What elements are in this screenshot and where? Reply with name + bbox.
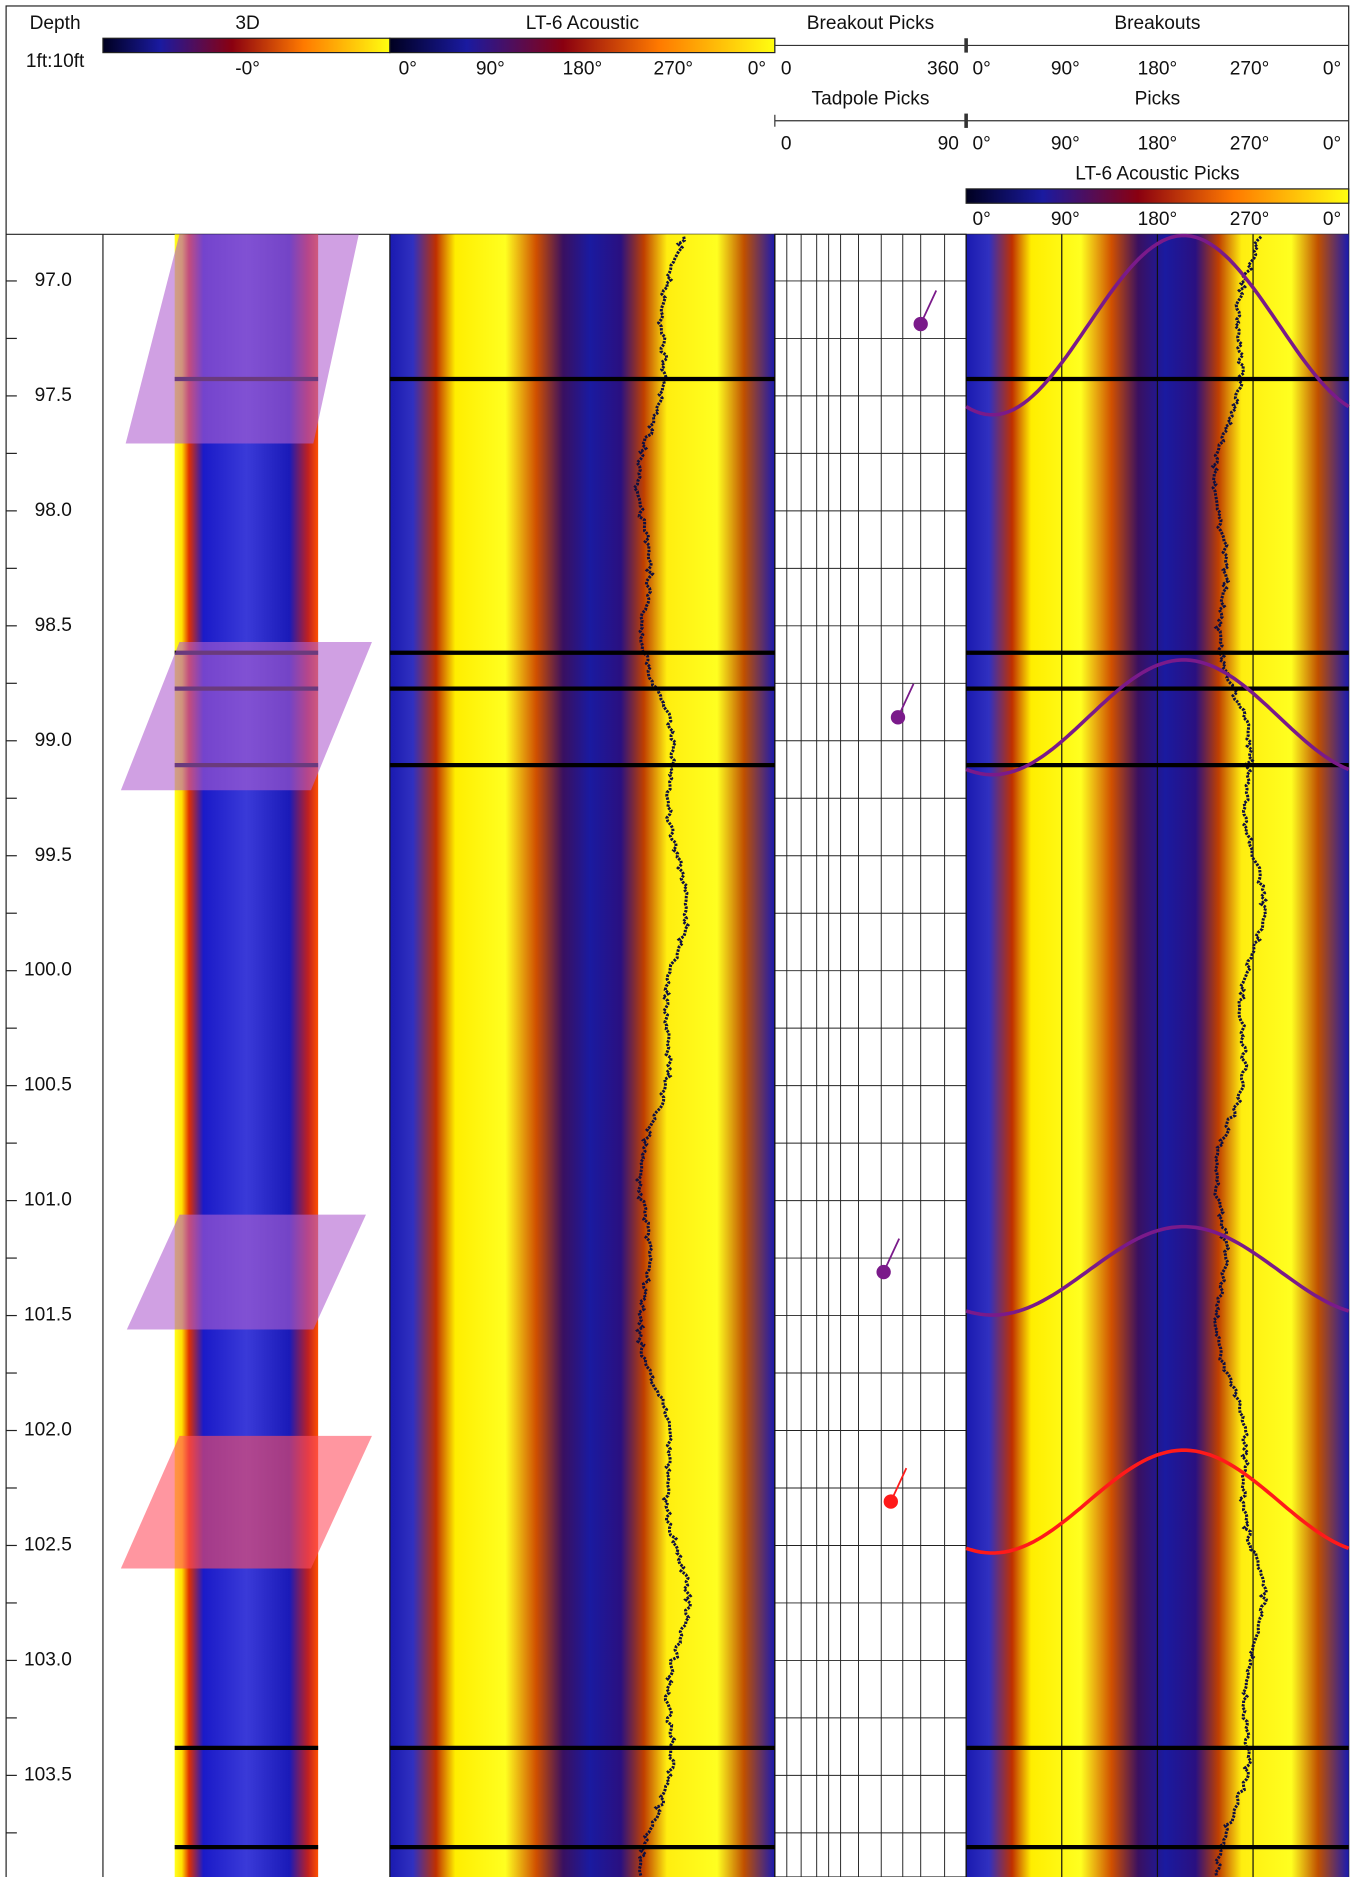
track-title: Picks bbox=[1135, 88, 1181, 109]
scale-label: 180° bbox=[563, 58, 603, 79]
depth-label: 98.5 bbox=[35, 615, 72, 636]
depth-label: 102.5 bbox=[24, 1535, 72, 1556]
scale-label: 0° bbox=[1323, 134, 1341, 155]
tadpole-bg bbox=[775, 234, 966, 1877]
plane bbox=[127, 1215, 366, 1330]
depth-label: 101.5 bbox=[24, 1305, 72, 1326]
scale-label: 90 bbox=[938, 134, 959, 155]
scale-label: 0° bbox=[1323, 58, 1341, 79]
scale-label: 90° bbox=[476, 58, 505, 79]
track-title: Breakout Picks bbox=[807, 13, 934, 34]
plane bbox=[121, 1436, 372, 1569]
depth-label: 97.5 bbox=[35, 385, 72, 406]
depth-label: 100.5 bbox=[24, 1075, 72, 1096]
colorbar-acoustic bbox=[390, 38, 775, 52]
depth-label: 102.0 bbox=[24, 1420, 72, 1441]
scale-label: 270° bbox=[653, 58, 693, 79]
scale-label: 0° bbox=[399, 58, 417, 79]
image-acoustic bbox=[390, 234, 775, 1877]
depth-label: 98.0 bbox=[35, 500, 72, 521]
scale-label: 0° bbox=[1323, 209, 1341, 230]
scale-label: 0° bbox=[973, 134, 991, 155]
tadpole bbox=[876, 1265, 890, 1279]
depth-scale: 1ft:10ft bbox=[26, 51, 85, 72]
scale-label: 270° bbox=[1230, 58, 1270, 79]
depth-label: 99.5 bbox=[35, 845, 72, 866]
depth-label: 103.0 bbox=[24, 1649, 72, 1670]
depth-label: 97.0 bbox=[35, 270, 72, 291]
scale-label: 90° bbox=[1051, 58, 1080, 79]
depth-label: 99.0 bbox=[35, 730, 72, 751]
scale-label: 0 bbox=[781, 134, 792, 155]
scale-label: 270° bbox=[1230, 134, 1270, 155]
track-title: Tadpole Picks bbox=[812, 88, 930, 109]
tadpole bbox=[891, 710, 905, 724]
track-title: Breakouts bbox=[1114, 13, 1200, 34]
scale-label: 0° bbox=[973, 209, 991, 230]
scale-label: 0° bbox=[748, 58, 766, 79]
plane bbox=[126, 234, 359, 443]
scale-label: -0° bbox=[235, 58, 260, 79]
scale-label: 180° bbox=[1138, 58, 1178, 79]
scale-label: 180° bbox=[1138, 209, 1178, 230]
track-title: 3D bbox=[235, 13, 259, 34]
scale-label: 360 bbox=[927, 58, 959, 79]
tadpole bbox=[884, 1494, 898, 1508]
scale-label: 270° bbox=[1230, 209, 1270, 230]
scale-label: 0 bbox=[781, 58, 792, 79]
track-title: LT-6 Acoustic Picks bbox=[1075, 164, 1239, 185]
tadpole-grid bbox=[775, 234, 966, 1877]
plane bbox=[121, 642, 372, 790]
track-title: Depth bbox=[30, 13, 81, 34]
scale-label: 180° bbox=[1138, 134, 1178, 155]
track-title: LT-6 Acoustic bbox=[526, 13, 640, 34]
scale-lines bbox=[775, 38, 1349, 128]
scale-label: 90° bbox=[1051, 134, 1080, 155]
colorbar-acoustic-picks bbox=[966, 189, 1349, 203]
depth-label: 103.5 bbox=[24, 1764, 72, 1785]
scale-label: 90° bbox=[1051, 209, 1080, 230]
depth-label: 101.0 bbox=[24, 1190, 72, 1211]
depth-label: 100.0 bbox=[24, 960, 72, 981]
scale-label: 0° bbox=[973, 58, 991, 79]
image-3d bbox=[175, 234, 318, 1877]
tadpole bbox=[914, 317, 928, 331]
colorbar-3d bbox=[103, 38, 390, 52]
